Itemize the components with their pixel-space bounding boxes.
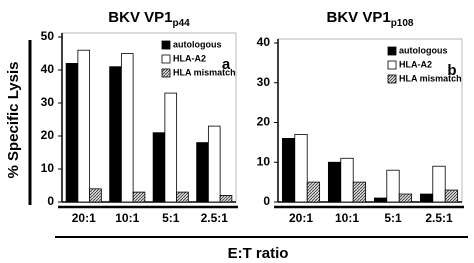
bar (196, 142, 209, 203)
x-tick-label: 20:1 (72, 211, 96, 225)
bar (352, 181, 367, 203)
x-axis-label: E:T ratio (228, 245, 289, 262)
bar (327, 161, 342, 203)
legend-label: HLA mismatch (399, 73, 462, 83)
legend-swatch (161, 54, 171, 64)
bar (419, 193, 434, 203)
title-main: BKV VP1 (108, 9, 172, 26)
legend-label: HLA-A2 (399, 59, 432, 69)
panel-label: b (447, 62, 456, 79)
x-tick-label: 2.5:1 (201, 211, 229, 225)
bar (281, 137, 296, 203)
legend-label: HLA-A2 (173, 53, 206, 63)
bar (176, 191, 189, 203)
x-tick-label: 10:1 (115, 211, 139, 225)
bar (132, 191, 146, 203)
x-tick-label: 10:1 (335, 211, 359, 225)
bar (89, 188, 102, 203)
bar (398, 193, 413, 203)
y-tick-label: 20 (257, 115, 271, 129)
x-tick-label: 2.5:1 (425, 211, 453, 225)
bar (444, 189, 459, 203)
title-main: BKV VP1 (327, 9, 391, 26)
y-tick-label: 10 (257, 154, 271, 168)
panel-label: a (222, 56, 231, 73)
x-tick-label: 20:1 (289, 211, 313, 225)
y-tick-label: 0 (263, 194, 270, 208)
chart-title: BKV VP1p44 (108, 9, 190, 29)
bar (77, 49, 91, 203)
bar (65, 63, 79, 203)
bar (294, 134, 308, 203)
y-tick-label: 0 (47, 194, 54, 208)
bar (207, 125, 221, 203)
title-subscript: p108 (391, 18, 414, 29)
x-tick-label: 5:1 (162, 211, 180, 225)
bar (306, 181, 321, 203)
bar (109, 66, 122, 203)
bar (120, 53, 134, 203)
bar (164, 92, 178, 203)
legend-swatch (161, 40, 171, 50)
chart-title: BKV VP1p108 (327, 9, 414, 29)
y-axis-label: % Specific Lysis (5, 62, 22, 179)
y-tick-label: 20 (41, 128, 55, 142)
legend-swatch (161, 68, 171, 78)
x-tick-label: 5:1 (384, 211, 402, 225)
y-tick-label: 30 (41, 95, 55, 109)
bar (219, 194, 233, 203)
y-tick-label: 40 (257, 35, 271, 49)
y-tick-label: 30 (257, 75, 271, 89)
legend-swatch (387, 60, 397, 70)
bar (152, 132, 166, 203)
y-tick-label: 40 (41, 62, 55, 76)
bar (432, 165, 446, 203)
bar (386, 169, 400, 203)
legend-swatch (387, 46, 397, 56)
legend-label: autologous (399, 45, 448, 55)
bar (373, 197, 388, 203)
legend-label: autologous (173, 39, 222, 49)
y-tick-label: 50 (41, 29, 55, 43)
legend-label: HLA mismatch (173, 67, 236, 77)
y-tick-label: 10 (41, 161, 55, 175)
bar (340, 157, 354, 203)
title-subscript: p44 (172, 18, 190, 29)
legend-swatch (387, 74, 397, 84)
